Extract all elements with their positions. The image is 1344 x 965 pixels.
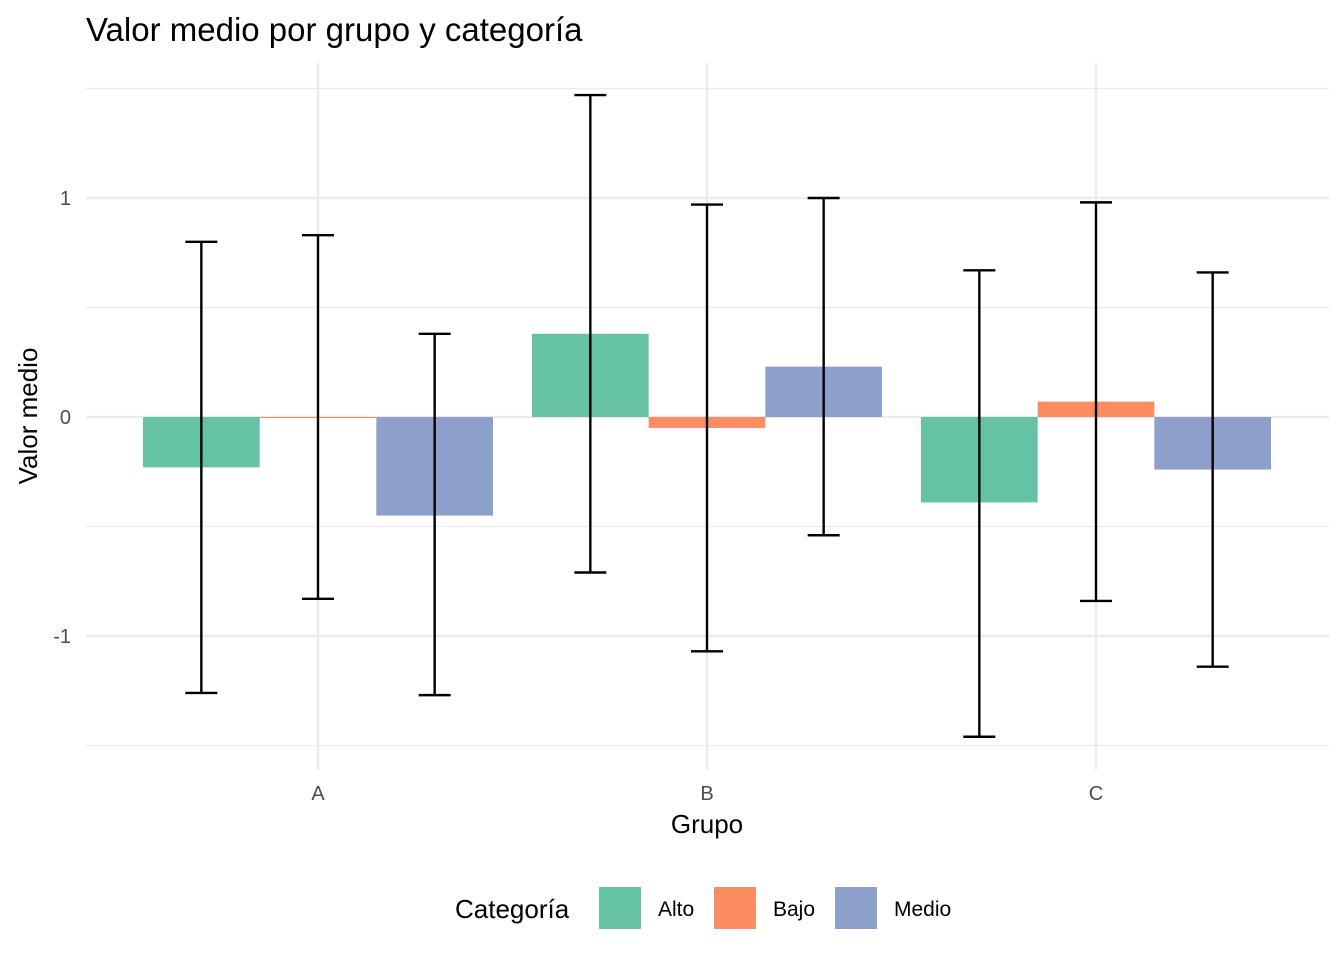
error-bar-alto-b [574, 93, 607, 574]
legend-swatch [835, 887, 877, 929]
error-bar-medio-b [807, 196, 840, 537]
error-bar-bajo-c [1080, 201, 1112, 603]
error-bar-medio-a [418, 332, 451, 697]
chart-title: Valor medio por grupo y categoría [86, 11, 583, 48]
legend-item-bajo: Bajo [714, 887, 815, 929]
legend: Categoría Alto Bajo Medio [455, 887, 951, 929]
legend-item-alto: Alto [599, 887, 694, 929]
legend-swatch [714, 887, 756, 929]
legend-title: Categoría [455, 894, 570, 924]
error-bar-alto-c [963, 269, 996, 738]
error-bars [185, 93, 1229, 738]
error-bar-bajo-a [302, 234, 334, 600]
x-axis-label: Grupo [671, 809, 743, 839]
legend-label: Medio [894, 898, 951, 921]
y-tick-label: -1 [53, 626, 71, 648]
legend-label: Bajo [773, 898, 815, 921]
y-tick-label: 0 [60, 407, 71, 429]
x-tick-label: C [1089, 783, 1103, 805]
y-axis-ticks: -1 0 1 [53, 188, 71, 648]
x-tick-label: B [700, 783, 713, 805]
legend-swatch [599, 887, 641, 929]
y-axis-label: Valor medio [13, 348, 43, 485]
y-tick-label: 1 [60, 188, 71, 210]
legend-label: Alto [658, 898, 694, 921]
legend-item-medio: Medio [835, 887, 951, 929]
error-bar-alto-a [185, 240, 218, 695]
error-bar-bajo-b [691, 203, 723, 653]
x-tick-label: A [311, 783, 325, 805]
x-axis-ticks: A B C [311, 783, 1103, 805]
error-bar-medio-c [1196, 271, 1229, 668]
